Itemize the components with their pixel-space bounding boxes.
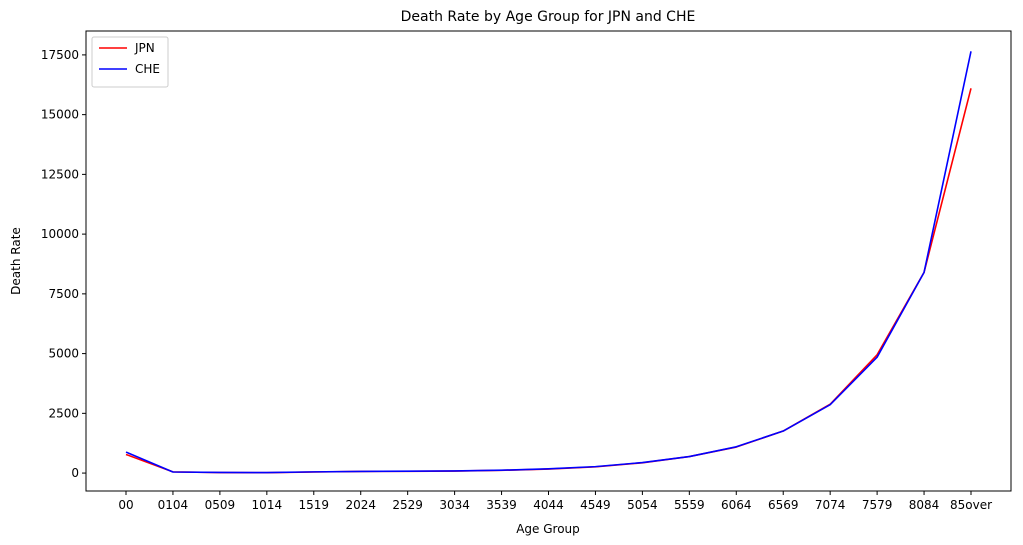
legend: JPN CHE	[91, 36, 169, 88]
x-tick-label: 8084	[909, 498, 940, 512]
x-tick-label: 4044	[533, 498, 564, 512]
y-tick-label: 2500	[48, 406, 79, 420]
legend-label-jpn: JPN	[134, 41, 155, 55]
x-tick-label: 1519	[299, 498, 330, 512]
series-line-jpn	[125, 88, 972, 474]
plot-area-frame	[85, 30, 1012, 492]
y-tick-label: 10000	[41, 227, 79, 241]
x-tick-label: 2529	[392, 498, 423, 512]
chart-title: Death Rate by Age Group for JPN and CHE	[401, 9, 696, 25]
x-tick-label: 85over	[950, 498, 992, 512]
y-axis-ticks: 0 2500 5000 7500 10000 12500 15000 17500	[41, 48, 86, 480]
x-tick-label: 4549	[580, 498, 611, 512]
x-tick-label: 1014	[252, 498, 283, 512]
legend-label-che: CHE	[135, 62, 160, 76]
x-tick-label: 5559	[674, 498, 705, 512]
x-tick-label: 3539	[486, 498, 517, 512]
series-lines	[125, 51, 972, 474]
x-axis-ticks: 00 0104 0509 1014 1519 2024 2529 3034 3539 4044 45…	[118, 491, 992, 512]
x-tick-label: 6569	[768, 498, 799, 512]
series-line-che	[125, 51, 972, 474]
x-tick-label: 5054	[627, 498, 658, 512]
x-tick-label: 00	[118, 498, 133, 512]
x-tick-label: 6064	[721, 498, 752, 512]
x-axis-label: Age Group	[516, 522, 580, 536]
legend-box	[91, 36, 169, 88]
y-tick-label: 12500	[41, 167, 79, 181]
y-axis-label: Death Rate	[9, 227, 23, 295]
x-tick-label: 3034	[439, 498, 470, 512]
x-tick-label: 0104	[158, 498, 189, 512]
y-tick-label: 5000	[48, 347, 79, 361]
y-tick-label: 17500	[41, 48, 79, 62]
y-tick-label: 15000	[41, 108, 79, 122]
x-tick-label: 2024	[345, 498, 376, 512]
x-tick-label: 7579	[862, 498, 893, 512]
y-tick-label: 7500	[48, 287, 79, 301]
x-tick-label: 7074	[815, 498, 846, 512]
x-tick-label: 0509	[205, 498, 236, 512]
y-tick-label: 0	[71, 466, 79, 480]
